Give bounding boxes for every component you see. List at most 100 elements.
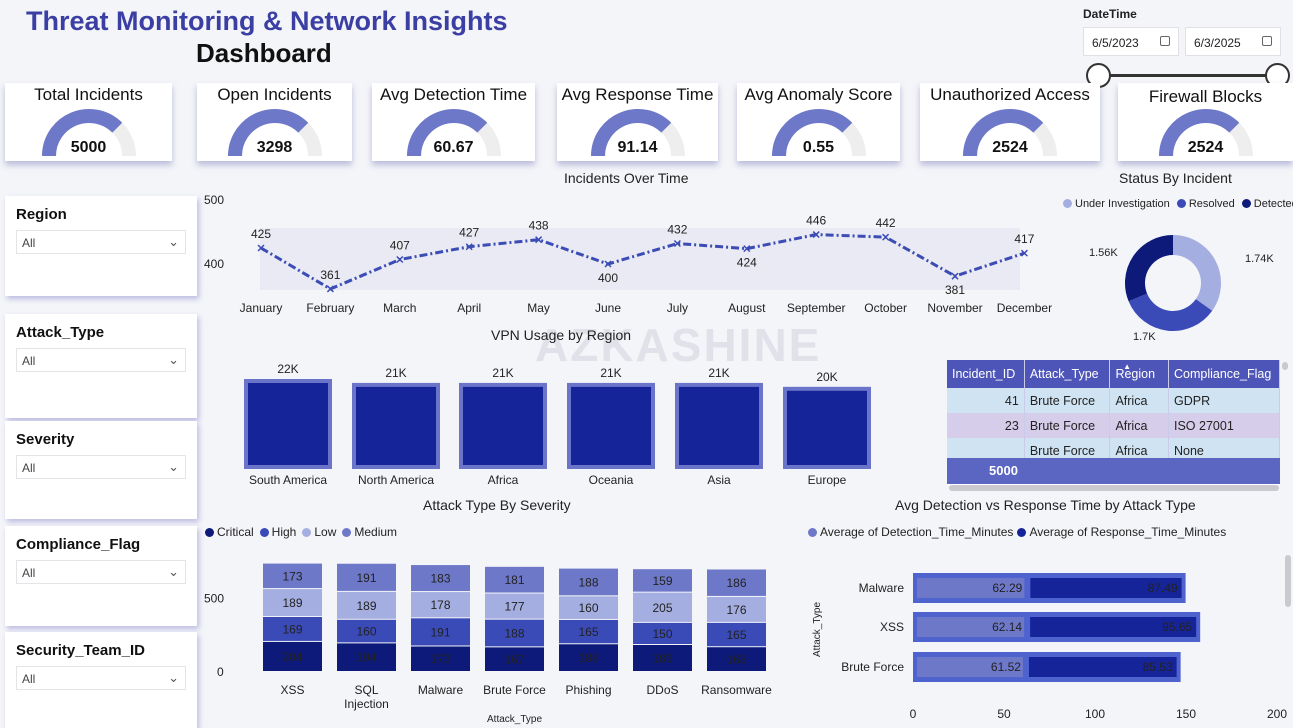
segment-data-label: 191 bbox=[356, 571, 376, 585]
column-header[interactable]: Region▲ bbox=[1109, 360, 1169, 388]
slicer-value: All bbox=[22, 566, 36, 580]
gauge-fill bbox=[963, 109, 1044, 157]
stacked-segment bbox=[337, 619, 396, 643]
chart-scrollbar[interactable] bbox=[1285, 555, 1291, 607]
slicer-dropdown[interactable]: All ⌄ bbox=[16, 560, 186, 584]
detection-bar bbox=[917, 617, 1025, 637]
vpn-usage-title: VPN Usage by Region bbox=[491, 327, 632, 343]
kpi-label: Avg Response Time bbox=[561, 85, 714, 104]
kpi-label: Total Incidents bbox=[34, 85, 143, 104]
y-tick-label: 500 bbox=[204, 193, 224, 207]
kpi-gauge bbox=[41, 109, 136, 157]
slicer-title: Severity bbox=[16, 431, 75, 448]
response-data-label: 87.49 bbox=[1148, 581, 1178, 595]
date-range-track[interactable] bbox=[1098, 74, 1278, 77]
x-tick-label: February bbox=[306, 301, 354, 315]
segment-data-label: 188 bbox=[578, 575, 598, 589]
x-tick-label: 100 bbox=[1085, 707, 1105, 721]
status-legend: Under Investigation Resolved Detected bbox=[1063, 198, 1293, 210]
line-point bbox=[535, 236, 543, 244]
data-label: 442 bbox=[876, 216, 896, 230]
segment-data-label: 189 bbox=[356, 599, 376, 613]
stacked-segment bbox=[485, 566, 544, 593]
segment-data-label: 189 bbox=[282, 596, 302, 610]
kpi-value: 2524 bbox=[1187, 139, 1224, 156]
line-point bbox=[673, 239, 681, 248]
table-row[interactable]: 23 Brute Force Africa ISO 27001 bbox=[947, 413, 1280, 438]
vpn-bar bbox=[783, 386, 871, 469]
status-by-incident-title: Status By Incident bbox=[1119, 170, 1232, 186]
detection-vs-response-chart: 0 50 100 150 200 Attack_Type Malware 62.29 87.49… bbox=[812, 573, 1287, 721]
stacked-segment bbox=[633, 622, 692, 645]
incident-table-container: Incident_ID Attack_Type Region▲ Compliance_… bbox=[947, 360, 1280, 485]
kpi-value: 2524 bbox=[992, 139, 1028, 156]
column-header-label: Incident_ID bbox=[952, 367, 1016, 381]
segment-data-label: 176 bbox=[726, 603, 746, 617]
legend-dot bbox=[342, 528, 352, 537]
plot-area bbox=[260, 228, 1020, 290]
x-tick-label: 150 bbox=[1176, 707, 1196, 721]
legend-series: Average of Detection_Time_Minutes bbox=[820, 525, 1014, 539]
column-header[interactable]: Incident_ID bbox=[947, 360, 1025, 388]
bar-data-label: 21K bbox=[708, 366, 729, 380]
status-donut-chart: 1.74K 1.7K 1.56K bbox=[1089, 235, 1274, 343]
segment-data-label: 178 bbox=[430, 598, 450, 612]
kpi-label: Firewall Blocks bbox=[1148, 87, 1263, 106]
vpn-bar bbox=[675, 382, 763, 470]
data-label: 381 bbox=[945, 283, 965, 297]
gauge-fill bbox=[1158, 109, 1239, 157]
slicer-value: All bbox=[22, 672, 36, 686]
calendar-icon[interactable] bbox=[1160, 36, 1170, 46]
column-header-label: Compliance_Flag bbox=[1174, 367, 1272, 381]
segment-data-label: 165 bbox=[578, 625, 598, 639]
kpi-value: 91.14 bbox=[617, 139, 658, 156]
slicer-dropdown[interactable]: All ⌄ bbox=[16, 666, 186, 690]
x-axis-title: Attack_Type bbox=[487, 714, 542, 725]
kpi-card: Avg Response Time 91.14 bbox=[557, 83, 718, 161]
segment-data-label: 183 bbox=[430, 572, 450, 586]
legend-dot bbox=[808, 528, 817, 537]
line-point bbox=[1020, 249, 1028, 257]
stacked-segment bbox=[337, 591, 396, 619]
x-tick-label: Asia bbox=[707, 473, 731, 487]
slicer-title: Attack_Type bbox=[16, 324, 105, 341]
table-vertical-scrollbar[interactable] bbox=[1282, 362, 1288, 370]
table-horizontal-scrollbar[interactable] bbox=[949, 485, 1279, 491]
stacked-segment bbox=[485, 619, 544, 647]
x-tick-label: September bbox=[787, 301, 846, 315]
stacked-segment bbox=[411, 592, 470, 618]
line-point bbox=[326, 285, 334, 293]
bar-data-label: 21K bbox=[385, 366, 406, 380]
data-label: 417 bbox=[1014, 232, 1034, 246]
calendar-icon[interactable] bbox=[1262, 36, 1272, 46]
x-tick-label: March bbox=[383, 301, 416, 315]
table-row[interactable]: 41 Brute Force Africa GDPR bbox=[947, 388, 1280, 413]
incidents-over-time-chart: 500 400 425 January 361 February 407 March 427 Ap… bbox=[204, 193, 1052, 315]
x-tick-label: Brute Force bbox=[483, 683, 546, 697]
column-header[interactable]: Attack_Type bbox=[1024, 360, 1111, 388]
x-tick-label: Africa bbox=[488, 473, 519, 487]
stacked-segment bbox=[337, 563, 396, 591]
x-tick-label: Europe bbox=[808, 473, 847, 487]
line-point bbox=[396, 255, 404, 264]
stacked-segment bbox=[263, 563, 322, 589]
line-point bbox=[465, 243, 473, 251]
start-date-input[interactable]: 6/5/2023 bbox=[1083, 27, 1179, 56]
legend-dot bbox=[1176, 199, 1186, 208]
y-tick-label: Malware bbox=[859, 581, 905, 595]
segment-data-label: 188 bbox=[578, 651, 598, 665]
kpi-gauge bbox=[963, 109, 1057, 157]
end-date-input[interactable]: 6/3/2025 bbox=[1185, 27, 1281, 56]
vpn-bar bbox=[567, 382, 655, 470]
slicer-dropdown[interactable]: All ⌄ bbox=[16, 348, 186, 372]
segment-data-label: 159 bbox=[652, 574, 672, 588]
segment-data-label: 160 bbox=[578, 601, 598, 615]
detection-data-label: 61.52 bbox=[991, 660, 1021, 674]
slicer-value: All bbox=[22, 461, 36, 475]
slicer-dropdown[interactable]: All ⌄ bbox=[16, 230, 186, 254]
legend-under-investigation: Under Investigation bbox=[1075, 198, 1170, 210]
table-cell: Africa bbox=[1109, 388, 1169, 413]
kpi-card: Open Incidents 3298 bbox=[197, 83, 352, 161]
slicer-dropdown[interactable]: All ⌄ bbox=[16, 455, 186, 479]
column-header[interactable]: Compliance_Flag bbox=[1168, 360, 1280, 388]
